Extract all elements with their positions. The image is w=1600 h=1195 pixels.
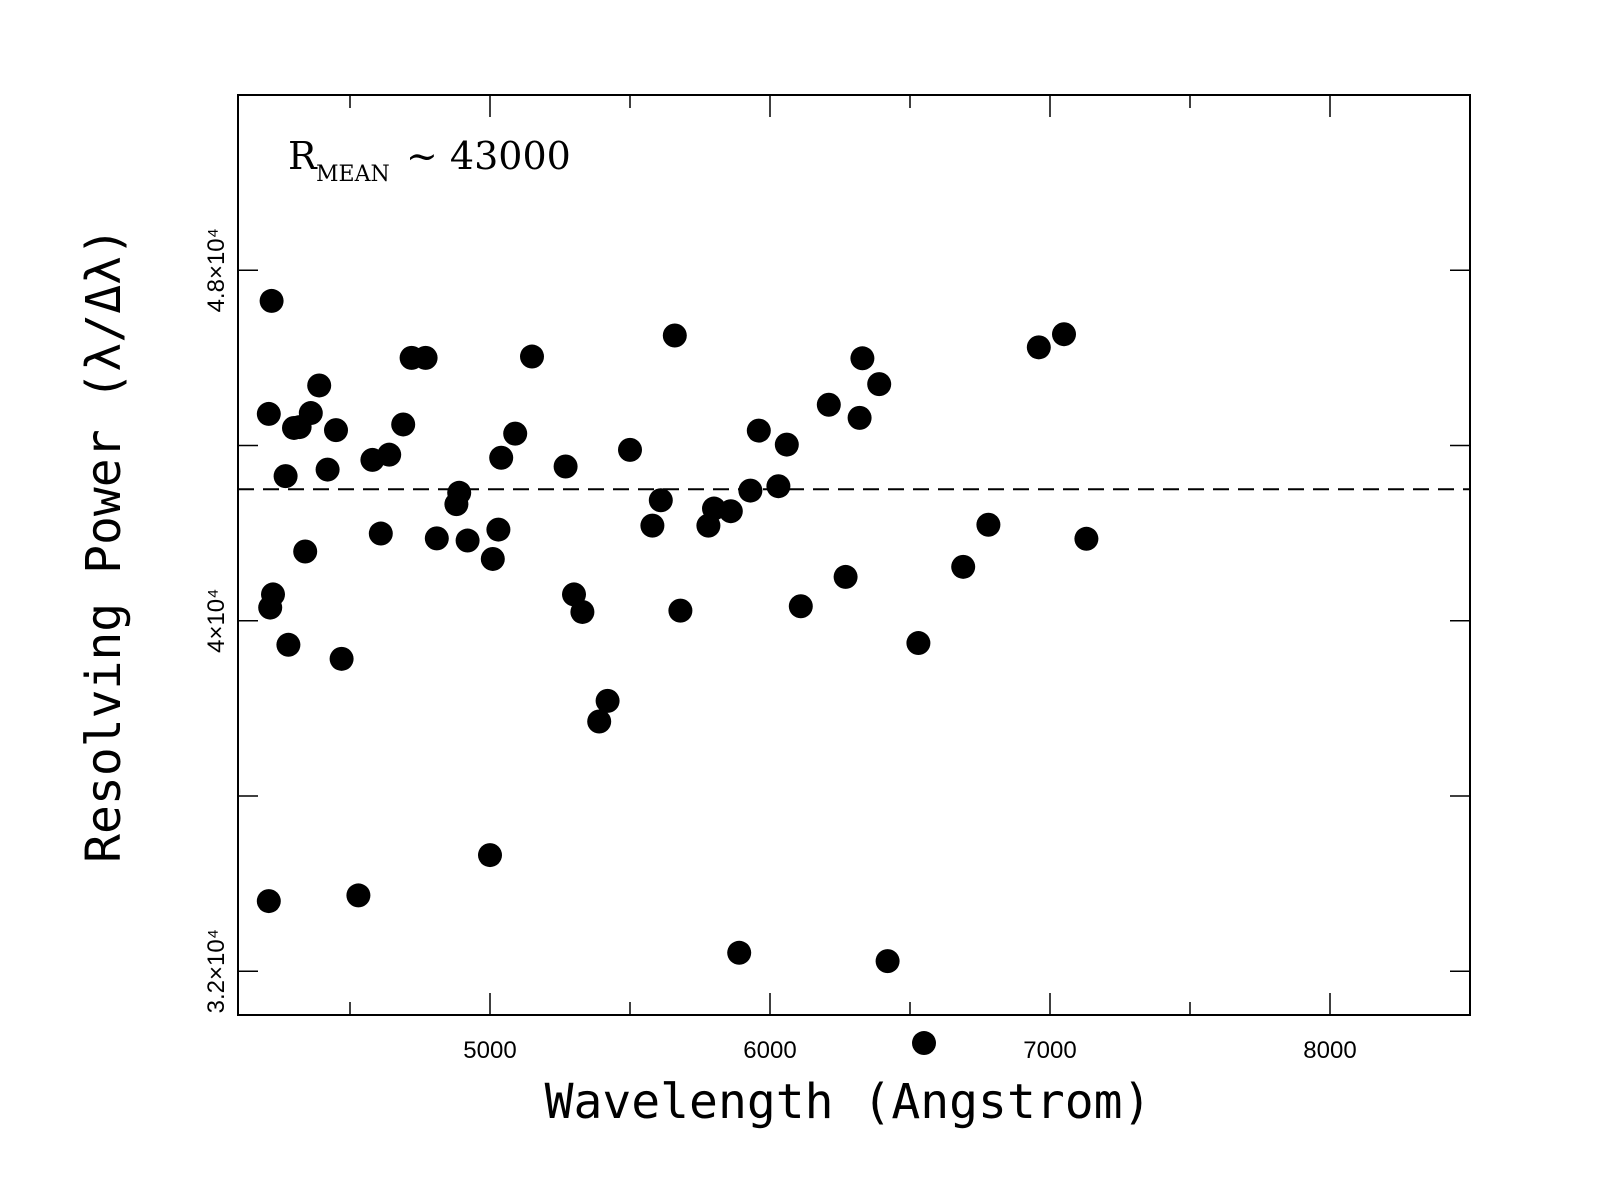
data-point (478, 843, 502, 868)
annotation-r: R (288, 134, 318, 178)
data-point (774, 432, 799, 457)
data-point (368, 521, 393, 546)
data-point (413, 345, 438, 370)
data-point (315, 457, 340, 482)
annotation-value: ~ 43000 (406, 134, 571, 178)
data-point (727, 940, 752, 965)
data-point (329, 646, 354, 671)
x-tick-label: 8000 (1303, 1037, 1356, 1064)
data-point (259, 288, 284, 313)
data-point (746, 418, 771, 443)
data-point (480, 546, 505, 571)
data-point (906, 631, 931, 656)
data-point (788, 594, 813, 619)
y-tick-label: 3.2×10⁴ (203, 929, 230, 1013)
data-points (256, 288, 1099, 1056)
data-point (261, 582, 285, 607)
data-point (447, 480, 472, 505)
data-point (377, 442, 402, 467)
data-point (587, 709, 612, 734)
data-point (307, 373, 332, 398)
data-point (273, 464, 298, 489)
data-point (618, 437, 642, 462)
data-point (424, 526, 449, 551)
data-point (391, 412, 416, 437)
y-tick-label: 4×10⁴ (203, 589, 230, 653)
data-point (503, 421, 528, 446)
data-point (455, 528, 480, 553)
data-point (976, 512, 1001, 537)
annotation-subscript: MEAN (316, 162, 390, 187)
data-point (766, 474, 791, 499)
data-point (912, 1031, 936, 1056)
x-axis-title: Wavelength (Angstrom) (545, 1074, 1152, 1130)
data-point (276, 632, 301, 657)
data-point (816, 392, 841, 417)
x-tick-label: 7000 (1023, 1037, 1076, 1064)
data-point (324, 418, 348, 443)
data-point (850, 346, 875, 371)
data-point (738, 478, 763, 503)
data-point (648, 488, 673, 513)
data-point (298, 401, 323, 426)
data-point (951, 554, 976, 579)
data-point (833, 564, 858, 589)
data-point (662, 323, 687, 348)
mean-annotation: R MEAN ~ 43000 (288, 134, 571, 187)
data-point (256, 401, 281, 426)
data-point (668, 598, 693, 623)
x-tick-label: 6000 (743, 1037, 796, 1064)
data-point (570, 599, 595, 624)
data-point (553, 454, 578, 479)
data-point (875, 949, 900, 974)
axis-tick-labels: 5000 6000 7000 8000 3.2×10⁴ 4×10⁴ 4.8×10⁴ (203, 228, 1357, 1064)
plot-frame (237, 94, 1471, 1016)
axis-ticks (238, 95, 1471, 1015)
data-point (847, 405, 872, 430)
data-point (718, 499, 743, 524)
data-point (1052, 322, 1076, 347)
data-point (520, 344, 544, 369)
data-point (1074, 526, 1099, 551)
y-tick-label: 4.8×10⁴ (203, 228, 230, 312)
data-point (256, 889, 281, 914)
data-point (867, 372, 892, 397)
y-axis-title: Resolving Power (λ/Δλ) (76, 227, 132, 863)
data-point (595, 688, 620, 713)
data-point (293, 539, 318, 564)
data-point (486, 517, 511, 542)
data-point (489, 445, 514, 470)
data-point (1026, 335, 1051, 360)
data-point (640, 513, 665, 538)
x-tick-label: 5000 (463, 1037, 516, 1064)
data-point (346, 883, 371, 908)
